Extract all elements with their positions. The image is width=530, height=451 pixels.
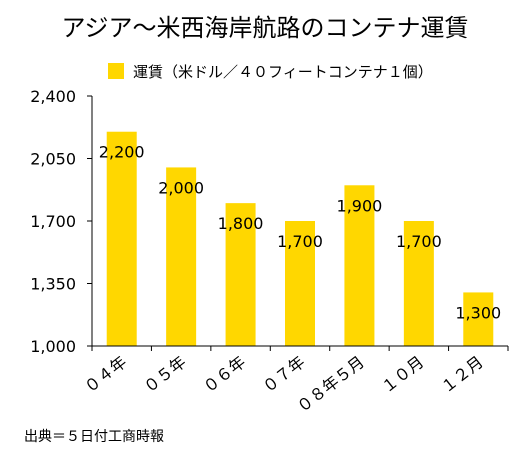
y-tick-label: 1,700 (30, 212, 76, 231)
x-tick-label: ０８年５月 (293, 352, 368, 416)
data-label: 1,700 (396, 232, 442, 251)
y-tick-label: 1,000 (30, 337, 76, 356)
data-label: 2,200 (99, 143, 145, 162)
legend-swatch (108, 63, 124, 79)
data-label: 1,700 (277, 232, 323, 251)
x-tick-label: ０４年 (81, 352, 131, 397)
source-note: 出典＝５日付工商時報 (24, 429, 164, 445)
y-tick-label: 2,400 (30, 87, 76, 106)
y-axis: 1,000 1,350 1,700 2,050 2,400 (30, 87, 93, 356)
data-label: 1,900 (337, 196, 383, 215)
legend-label: 運賃（米ドル／４０フィートコンテナ１個） (133, 63, 433, 81)
bar (166, 167, 197, 346)
x-tick-label: １０月 (378, 352, 428, 397)
x-tick-label: ０５年 (140, 352, 190, 397)
x-tick-label: ０７年 (259, 352, 309, 397)
bar (344, 185, 375, 346)
bars-layer (106, 131, 494, 346)
chart-title: アジア〜米西海岸航路のコンテナ運賃 (61, 14, 468, 42)
bar (403, 221, 434, 346)
data-labels-layer: 2,200 2,000 1,800 1,700 1,900 1,700 1,300 (99, 143, 501, 323)
bar (225, 203, 256, 346)
data-label: 1,300 (455, 303, 501, 322)
bar (463, 292, 494, 346)
x-tick-label: １２月 (437, 352, 487, 397)
x-tick-label: ０６年 (199, 352, 249, 397)
y-tick-label: 1,350 (30, 275, 76, 294)
bar (285, 221, 315, 346)
bar (106, 131, 137, 346)
data-label: 2,000 (158, 178, 204, 197)
data-label: 1,800 (218, 214, 264, 233)
y-tick-label: 2,050 (30, 150, 76, 169)
